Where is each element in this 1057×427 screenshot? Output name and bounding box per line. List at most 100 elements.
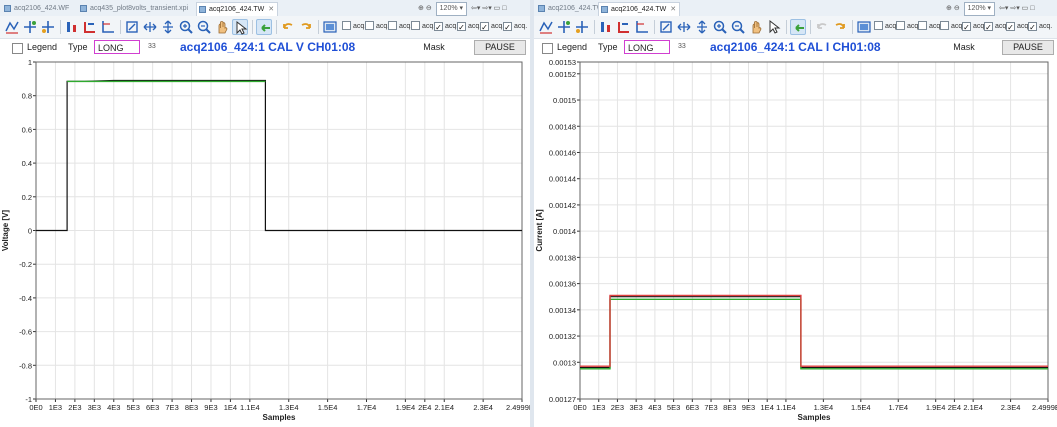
acq-checkbox-1[interactable]: acq. bbox=[874, 21, 898, 33]
minimize-icon[interactable]: ▭ bbox=[1021, 5, 1029, 12]
legend-label: Legend bbox=[557, 42, 588, 52]
undo-icon[interactable] bbox=[280, 19, 296, 35]
redo-icon[interactable] bbox=[832, 19, 848, 35]
right-control-row: Legend Type LONG 33 acq2106_424:1 CAL I … bbox=[534, 39, 1057, 58]
back-icon[interactable]: ⇦▾ bbox=[470, 5, 481, 12]
close-icon[interactable]: ✕ bbox=[670, 6, 677, 13]
acq-checkbox-2[interactable]: acq. bbox=[365, 21, 389, 33]
close-icon[interactable]: ✕ bbox=[268, 6, 275, 13]
y-tick-label: 0.00138 bbox=[549, 253, 576, 262]
add-annotation-icon[interactable] bbox=[22, 19, 38, 35]
tab-tw-active[interactable]: acq2106_424.TW ✕ bbox=[196, 2, 279, 16]
stretch-x-icon[interactable] bbox=[676, 19, 692, 35]
acq-checkbox-6[interactable]: ✓ acq. bbox=[457, 22, 482, 32]
x-tick-label: 4E3 bbox=[107, 403, 120, 412]
acq-checkbox-6[interactable]: ✓ acq. bbox=[984, 22, 1009, 32]
toolbar-divider bbox=[318, 20, 319, 34]
acq-checkbox-4[interactable]: acq. bbox=[411, 21, 435, 33]
panel-separator[interactable] bbox=[530, 0, 534, 427]
stretch-y-icon[interactable] bbox=[694, 19, 710, 35]
x-tick-label: 0E0 bbox=[29, 403, 42, 412]
y-tick-label: 0 bbox=[28, 227, 32, 236]
zoom-in-icon[interactable]: ⊕ bbox=[946, 5, 952, 12]
zoom-out-tool-icon[interactable] bbox=[730, 19, 746, 35]
zoom-select[interactable]: 120% ▾ bbox=[435, 2, 468, 16]
pointer-icon[interactable] bbox=[766, 19, 782, 35]
acq-checkbox-3[interactable]: acq. bbox=[918, 21, 942, 33]
type-field[interactable]: LONG bbox=[624, 40, 670, 54]
acq-checkbox-8[interactable]: ✓ acq. bbox=[503, 22, 528, 32]
acq-checkbox-8[interactable]: ✓ acq. bbox=[1028, 22, 1053, 32]
tab-tw-active[interactable]: acq2106_424.TW ✕ bbox=[598, 2, 681, 16]
minimize-icon[interactable]: ▭ bbox=[493, 5, 501, 12]
chart-title: acq2106_424:1 CAL I CH01:08 bbox=[710, 40, 881, 54]
x-tick-label: 1.5E4 bbox=[318, 403, 338, 412]
pan-icon[interactable] bbox=[214, 19, 230, 35]
pointer-icon[interactable] bbox=[232, 19, 248, 35]
forward-icon[interactable]: ⇨▾ bbox=[1010, 5, 1020, 12]
undo-arrow-icon[interactable] bbox=[790, 19, 806, 35]
pause-button[interactable]: PAUSE bbox=[1002, 40, 1054, 55]
y-tick-label: 0.6 bbox=[22, 125, 32, 134]
current-chart[interactable]: 0E0 1E3 2E3 3E3 4E3 5E3 6E3 7E3 8E3 9E3 1E4 1.1E4 1.… bbox=[534, 58, 1057, 427]
acq-checkbox-3[interactable]: acq. bbox=[388, 21, 412, 33]
back-icon[interactable]: ⇦▾ bbox=[998, 5, 1009, 12]
mask-button[interactable]: Mask bbox=[953, 42, 975, 52]
acq-checkbox-7[interactable]: ✓ acq. bbox=[1006, 22, 1031, 32]
snapshot-icon[interactable] bbox=[856, 19, 872, 35]
undo-icon[interactable] bbox=[814, 19, 830, 35]
stagger-icon[interactable] bbox=[538, 19, 554, 35]
type-label: Type bbox=[68, 42, 88, 52]
voltage-chart[interactable]: 0E0 1E3 2E3 3E3 4E3 5E3 6E3 7E3 8E3 9E3 1E4 1.1E4 1.… bbox=[0, 58, 530, 427]
zoom-select[interactable]: 120% ▾ bbox=[963, 2, 996, 16]
acq-checkbox-4[interactable]: acq. bbox=[940, 21, 964, 33]
rescale-icon[interactable] bbox=[658, 19, 674, 35]
zoom-in-tool-icon[interactable] bbox=[712, 19, 728, 35]
x-tick-label: 2.3E4 bbox=[473, 403, 493, 412]
legend-checkbox[interactable] bbox=[542, 43, 553, 54]
plot-file-icon bbox=[4, 5, 11, 12]
y-tick-label: 0.0015 bbox=[553, 96, 576, 105]
acq-checkbox-7[interactable]: ✓ acq. bbox=[480, 22, 505, 32]
stagger-icon[interactable] bbox=[4, 19, 20, 35]
zoom-in-tool-icon[interactable] bbox=[178, 19, 194, 35]
rescale-icon[interactable] bbox=[124, 19, 140, 35]
type-field[interactable]: LONG bbox=[94, 40, 140, 54]
tab-tw[interactable]: acq2106_424.TW bbox=[536, 2, 606, 15]
mask-button[interactable]: Mask bbox=[423, 42, 445, 52]
zoom-out-icon[interactable]: ⊖ bbox=[425, 5, 432, 12]
redo-icon[interactable] bbox=[298, 19, 314, 35]
axis-icon[interactable] bbox=[100, 19, 116, 35]
zoom-out-tool-icon[interactable] bbox=[196, 19, 212, 35]
legend-checkbox[interactable] bbox=[12, 43, 23, 54]
x-tick-label: 1.3E4 bbox=[279, 403, 299, 412]
add-axis-icon[interactable] bbox=[40, 19, 56, 35]
acq-checkbox-1[interactable]: acq. bbox=[342, 21, 366, 33]
acq-checkbox-5[interactable]: ✓ acq. bbox=[962, 22, 987, 32]
maximize-icon[interactable]: □ bbox=[1030, 5, 1035, 12]
remove-annotation-icon[interactable] bbox=[598, 19, 614, 35]
add-annotation-icon[interactable] bbox=[556, 19, 572, 35]
remove-axis-icon[interactable] bbox=[616, 19, 632, 35]
snapshot-icon[interactable] bbox=[322, 19, 338, 35]
stretch-x-icon[interactable] bbox=[142, 19, 158, 35]
add-axis-icon[interactable] bbox=[574, 19, 590, 35]
maximize-icon[interactable]: □ bbox=[502, 5, 507, 12]
acq-checkbox-5[interactable]: ✓ acq. bbox=[434, 22, 459, 32]
zoom-in-icon[interactable]: ⊕ bbox=[418, 5, 424, 12]
forward-icon[interactable]: ⇨▾ bbox=[482, 5, 492, 12]
remove-axis-icon[interactable] bbox=[82, 19, 98, 35]
tab-acq435-transient[interactable]: acq435_plot8volts_transient.xpi bbox=[78, 2, 191, 15]
pan-icon[interactable] bbox=[748, 19, 764, 35]
y-tick-label: 0.00144 bbox=[549, 175, 576, 184]
axis-icon[interactable] bbox=[634, 19, 650, 35]
undo-arrow-icon[interactable] bbox=[256, 19, 272, 35]
pause-button[interactable]: PAUSE bbox=[474, 40, 526, 55]
y-tick-label: -0.8 bbox=[19, 361, 32, 370]
zoom-out-icon[interactable]: ⊖ bbox=[953, 5, 960, 12]
tab-wf[interactable]: acq2106_424.WF bbox=[2, 2, 72, 15]
acq-checkbox-2[interactable]: acq. bbox=[896, 21, 920, 33]
stretch-y-icon[interactable] bbox=[160, 19, 176, 35]
x-tick-label: 3E3 bbox=[88, 403, 101, 412]
remove-annotation-icon[interactable] bbox=[64, 19, 80, 35]
